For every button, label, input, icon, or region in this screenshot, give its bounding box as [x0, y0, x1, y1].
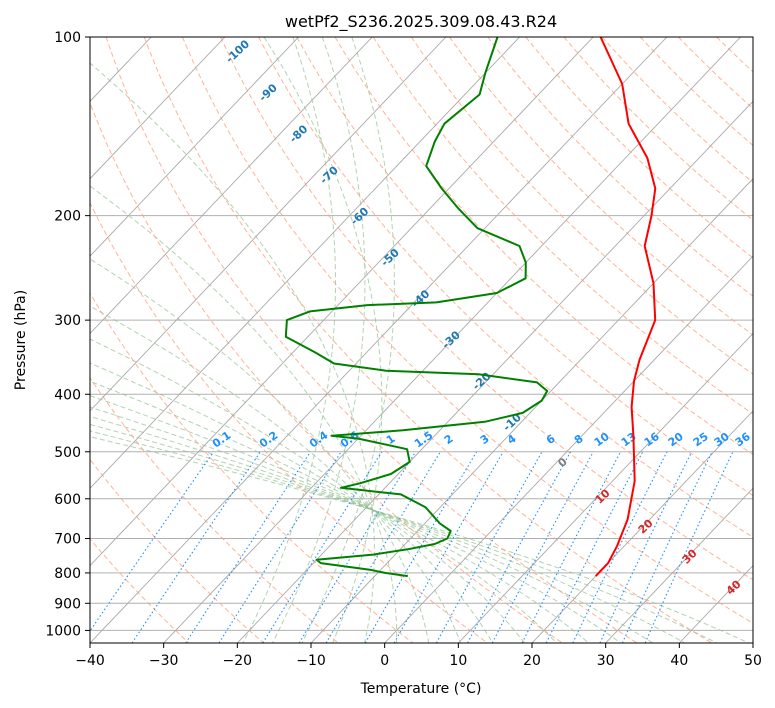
y-tick-label: 400 — [54, 387, 81, 403]
isotherm — [237, 100, 753, 643]
mixing-ratio-line — [599, 451, 693, 643]
moist-adiabat — [90, 62, 375, 643]
dry-adiabat — [258, 37, 753, 538]
y-tick-label: 1000 — [45, 623, 81, 639]
moist-adiabat — [90, 258, 430, 643]
mixing-ratio-line — [435, 451, 543, 643]
dry-adiabat — [90, 201, 488, 643]
moist-adiabat — [90, 185, 398, 643]
isotherm — [310, 178, 753, 643]
mixing-ratio-line — [467, 451, 572, 643]
y-axis: 100 200 300 400 500 600 700 800 900 1000 — [45, 30, 90, 639]
y-tick-label: 500 — [54, 445, 81, 461]
profiles — [284, 37, 657, 578]
x-tick-label: 20 — [523, 653, 541, 669]
moist-adiabat — [90, 338, 494, 643]
dry-adiabat — [563, 37, 753, 221]
moist-adiabat — [263, 37, 383, 643]
y-tick-label: 600 — [54, 492, 81, 508]
y-tick-label: 100 — [54, 30, 81, 46]
y-tick-label: 800 — [54, 566, 81, 582]
isotherm — [90, 37, 447, 412]
isotherm — [90, 37, 299, 257]
plot-area: -100-90-80-70-60-50-40-30-20-100.1 0.2 0.4… — [90, 37, 753, 643]
skewed-isotherms — [90, 37, 753, 643]
mixing-ratio-line — [644, 451, 734, 643]
x-axis-label: Temperature (°C) — [360, 681, 482, 697]
mixing-ratio-line — [364, 451, 478, 643]
y-tick-label: 200 — [54, 209, 81, 225]
isotherm — [90, 37, 520, 489]
x-tick-label: −30 — [149, 653, 179, 669]
x-tick-label: −10 — [296, 653, 326, 669]
temperature-profile — [594, 37, 657, 577]
mixing-ratio-line — [621, 451, 713, 643]
dry-adiabat — [220, 37, 753, 581]
dry-adiabat — [296, 37, 753, 497]
dry-adiabat — [90, 101, 563, 643]
mixing-ratio-lines — [90, 451, 734, 643]
x-tick-label: 0 — [380, 653, 389, 669]
dry-adiabat — [410, 37, 753, 375]
isotherm — [384, 255, 753, 643]
dry-adiabat — [90, 292, 414, 643]
x-tick-label: 40 — [670, 653, 688, 669]
dry-adiabat — [90, 458, 264, 643]
mixing-ratio-line — [393, 451, 504, 643]
x-axis: −40 −30 −20 −10 0 10 20 30 40 50 — [75, 643, 762, 669]
x-tick-label: 30 — [597, 653, 615, 669]
dry-adiabat — [487, 37, 753, 297]
mixing-ratio-line — [262, 451, 383, 643]
moist-adiabat — [301, 37, 395, 643]
isotherm — [90, 37, 373, 335]
isotherm — [90, 37, 594, 567]
dry-adiabat — [181, 37, 753, 624]
moist-adiabat — [90, 362, 526, 643]
x-tick-label: 10 — [449, 653, 467, 669]
mixing-ratio-line — [298, 451, 417, 643]
mixing-ratio-line — [572, 451, 668, 643]
moist-adiabat — [90, 380, 558, 643]
mixing-ratio-line — [325, 451, 441, 643]
isotherm — [605, 487, 753, 643]
mixing-ratio-line — [218, 451, 342, 643]
moist-adiabat — [90, 305, 462, 643]
isotherm — [458, 332, 753, 643]
y-tick-label: 300 — [54, 313, 81, 329]
dry-adiabats — [90, 37, 753, 643]
dewpoint-profile — [284, 37, 549, 578]
chart-title: wetPf2_S236.2025.309.08.43.R24 — [285, 12, 557, 32]
dry-adiabat — [449, 37, 753, 336]
isotherm — [90, 37, 226, 180]
mixing-ratio-line — [90, 451, 215, 632]
isotherm — [90, 37, 668, 643]
x-tick-label: 50 — [744, 653, 762, 669]
isotherm — [531, 410, 753, 643]
y-tick-label: 900 — [54, 596, 81, 612]
isotherm — [163, 37, 741, 643]
x-tick-label: −40 — [75, 653, 105, 669]
moist-adiabat — [242, 37, 336, 643]
plot-frame — [89, 36, 754, 644]
y-tick-label: 700 — [54, 532, 81, 548]
y-axis-label: Pressure (hPa) — [13, 290, 29, 390]
dry-adiabat — [372, 37, 753, 415]
moist-adiabat — [90, 436, 749, 643]
x-tick-label: −20 — [223, 653, 253, 669]
dry-adiabat — [639, 37, 753, 147]
